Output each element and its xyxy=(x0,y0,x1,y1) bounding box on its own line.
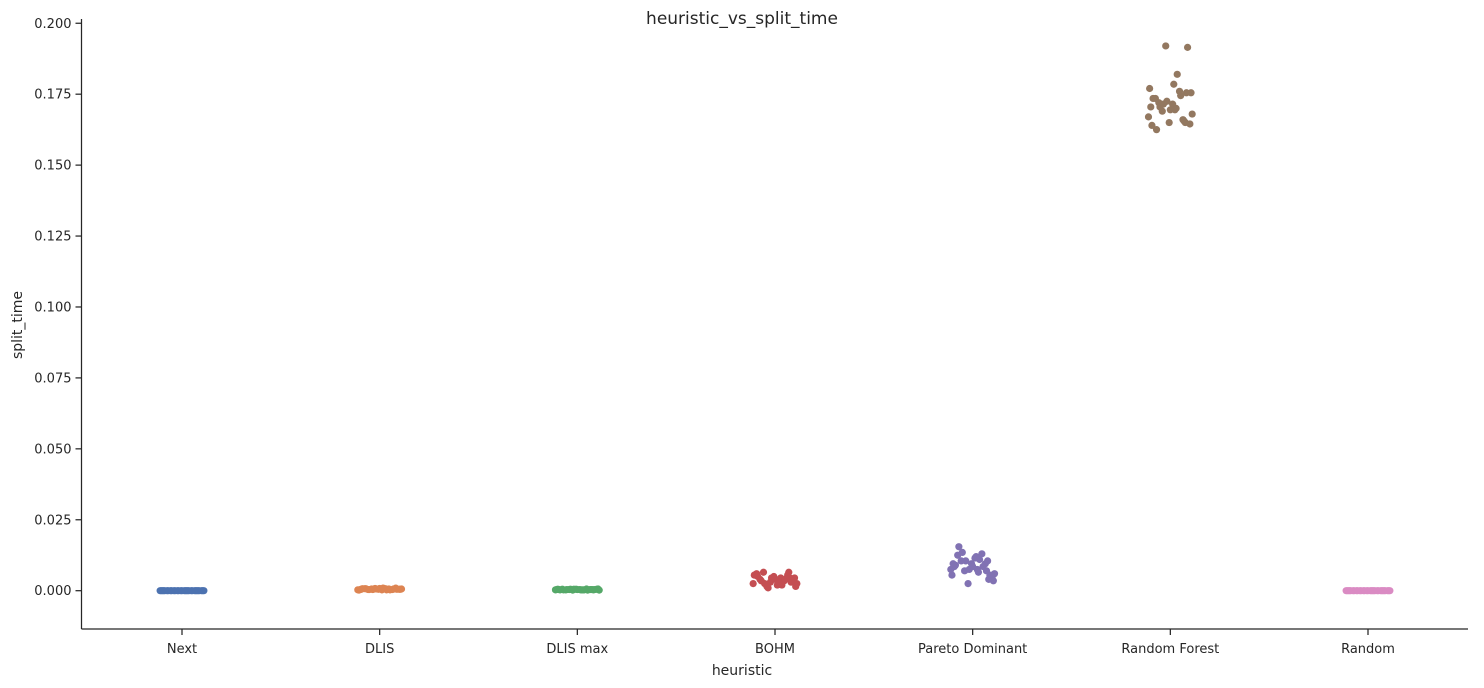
data-point xyxy=(984,557,992,565)
data-point xyxy=(965,565,973,574)
data-point xyxy=(578,586,586,594)
data-point xyxy=(1177,92,1185,100)
x-tick-label: Pareto Dominant xyxy=(918,642,1027,657)
data-point xyxy=(792,582,800,591)
x-tick-label: DLIS max xyxy=(546,642,608,657)
y-tick-label: 0.200 xyxy=(34,17,71,32)
data-point xyxy=(973,565,981,574)
data-point xyxy=(979,562,987,571)
data-point xyxy=(168,587,176,595)
x-tick-label: Next xyxy=(167,642,197,657)
data-point xyxy=(563,585,571,594)
data-point xyxy=(1354,587,1362,595)
y-tick-label: 0.125 xyxy=(34,230,71,245)
data-point xyxy=(1173,70,1181,78)
data-point xyxy=(1188,110,1196,118)
data-point xyxy=(786,574,794,582)
data-point xyxy=(1165,118,1173,127)
data-point xyxy=(958,548,966,556)
data-point xyxy=(785,568,793,576)
data-point xyxy=(989,577,997,585)
x-tick-label: Random xyxy=(1341,642,1395,657)
data-point xyxy=(1170,80,1178,88)
data-point xyxy=(1152,126,1161,134)
data-point xyxy=(1147,103,1155,111)
data-point xyxy=(193,587,201,595)
data-point xyxy=(986,571,994,579)
data-point xyxy=(749,580,757,588)
data-point xyxy=(1369,587,1377,595)
data-point xyxy=(767,574,776,582)
data-point xyxy=(1187,89,1195,97)
data-point xyxy=(1148,121,1156,129)
data-point xyxy=(158,587,167,595)
data-point xyxy=(1181,118,1189,127)
data-point xyxy=(1144,113,1153,121)
data-point xyxy=(1344,587,1353,595)
data-point xyxy=(183,587,191,595)
y-tick-label: 0.100 xyxy=(34,300,71,315)
data-point xyxy=(1183,43,1192,51)
y-axis-label: split_time xyxy=(10,291,26,359)
chart-title: heuristic_vs_split_time xyxy=(646,9,838,29)
y-tick-label: 0.175 xyxy=(34,88,71,103)
data-point xyxy=(751,571,760,579)
data-point xyxy=(1162,42,1170,50)
x-tick-label: Random Forest xyxy=(1121,642,1219,657)
data-point xyxy=(570,585,578,593)
y-tick-label: 0.025 xyxy=(34,513,71,528)
data-point xyxy=(955,543,963,551)
data-point xyxy=(759,568,768,576)
data-point xyxy=(365,585,373,594)
data-point xyxy=(1163,97,1171,105)
data-point xyxy=(948,571,956,579)
data-point xyxy=(391,585,399,593)
data-points xyxy=(156,42,1394,595)
data-point xyxy=(1156,103,1164,111)
x-tick-label: BOHM xyxy=(755,642,795,657)
data-point xyxy=(964,580,972,588)
x-axis: Next DLIS DLIS max BOHM Pareto Dominant Rando… xyxy=(167,629,1395,657)
y-tick-label: 0.050 xyxy=(34,442,71,457)
data-point xyxy=(588,585,596,594)
data-point xyxy=(776,580,784,588)
data-point xyxy=(1360,587,1369,595)
data-point xyxy=(978,550,986,558)
y-tick-label: 0.000 xyxy=(34,584,71,599)
x-axis-label: heuristic xyxy=(712,663,772,679)
data-point xyxy=(962,557,970,565)
y-axis: 0.000 0.025 0.050 0.075 0.100 0.125 0.150 0.175… xyxy=(34,17,82,599)
data-point xyxy=(380,585,388,593)
data-point xyxy=(1379,587,1387,595)
data-point xyxy=(949,560,957,568)
x-tick-label: DLIS xyxy=(365,642,394,657)
data-point xyxy=(554,585,562,593)
data-point xyxy=(174,587,183,595)
data-point xyxy=(372,585,380,593)
data-point xyxy=(1171,106,1179,114)
y-tick-label: 0.075 xyxy=(34,371,71,386)
data-point xyxy=(356,585,364,594)
y-tick-label: 0.150 xyxy=(34,159,71,174)
data-point xyxy=(761,580,769,588)
data-point xyxy=(972,553,980,561)
data-point xyxy=(1149,94,1157,103)
data-point xyxy=(1146,84,1154,93)
